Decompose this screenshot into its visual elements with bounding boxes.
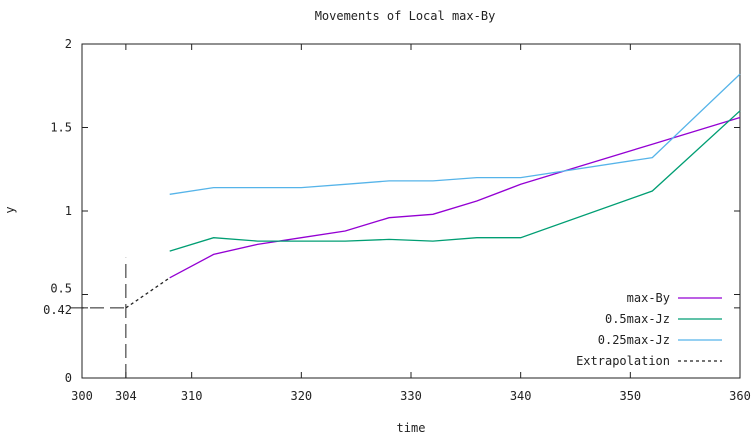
y-tick-label: 1	[65, 204, 72, 218]
legend-label: Extrapolation	[576, 354, 670, 368]
y-tick-label: 0.5	[50, 282, 72, 296]
legend-label: 0.5max-Jz	[605, 312, 670, 326]
y-tick-label: 2	[65, 37, 72, 51]
x-axis: 300 304 310 320 330 340 350 360	[71, 44, 751, 403]
plot-frame	[82, 44, 740, 378]
x-tick-label: 304	[115, 389, 137, 403]
legend: max-By 0.5max-Jz 0.25max-Jz Extrapolation	[576, 291, 722, 368]
x-tick-label: 320	[290, 389, 312, 403]
plot-border	[82, 44, 740, 378]
y-axis-title: y	[3, 206, 17, 213]
x-tick-label: 350	[619, 389, 641, 403]
x-tick-label: 300	[71, 389, 93, 403]
x-tick-label: 360	[729, 389, 751, 403]
x-tick-label: 330	[400, 389, 422, 403]
y-tick-label: 1.5	[50, 121, 72, 135]
x-axis-title: time	[397, 421, 426, 435]
x-tick-label: 340	[510, 389, 532, 403]
legend-label: max-By	[627, 291, 670, 305]
series-line	[126, 278, 170, 308]
reference-lines	[70, 258, 126, 378]
series-line	[170, 74, 740, 194]
x-tick-label: 310	[181, 389, 203, 403]
series-line	[170, 118, 740, 278]
series-line	[170, 111, 740, 251]
y-tick-label: 0	[65, 371, 72, 385]
chart-title: Movements of Local max-By	[315, 9, 496, 23]
legend-label: 0.25max-Jz	[598, 333, 670, 347]
series-lines	[126, 74, 740, 308]
y-tick-label: 0.42	[43, 303, 72, 317]
